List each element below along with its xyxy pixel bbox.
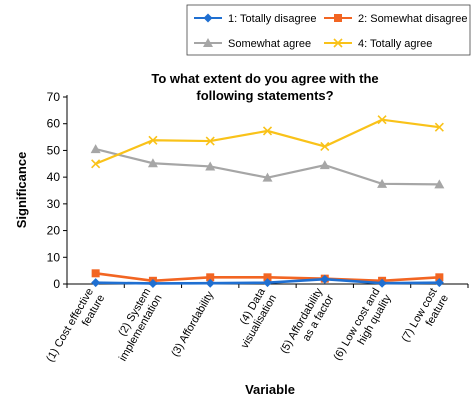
y-tick-label: 50 <box>47 143 61 157</box>
data-point <box>91 278 101 288</box>
chart-title: To what extent do you agree with the foll… <box>151 71 378 103</box>
series-1-totally-disagree <box>91 274 444 288</box>
svg-text:(3) Affordability: (3) Affordability <box>169 289 216 359</box>
x-axis-title: Variable <box>245 382 295 397</box>
data-point <box>148 135 158 145</box>
y-tick-label: 10 <box>47 250 61 264</box>
data-point <box>147 158 158 168</box>
series-somewhat-agree <box>90 144 445 189</box>
legend-item: 4: Totally agree <box>324 38 432 50</box>
data-point <box>434 122 444 132</box>
legend-marker <box>203 13 213 23</box>
y-tick-label: 30 <box>47 197 61 211</box>
svg-text:(5) Affordabilityas a factor: (5) Affordabilityas a factor <box>278 286 336 362</box>
legend-item: 1: Totally disagree <box>194 13 316 25</box>
series-group <box>90 115 445 288</box>
data-point <box>205 136 215 146</box>
y-tick-label: 0 <box>53 277 60 291</box>
chart-title-line: following statements? <box>196 88 333 103</box>
y-axis: 0 10 20 30 40 50 60 70 <box>47 90 68 291</box>
data-point <box>263 278 272 288</box>
x-tick-label: (3) Affordability <box>169 289 216 359</box>
x-axis: (1) Cost effectivefeature (2) Systemimple… <box>44 283 469 370</box>
legend-marker <box>203 38 213 47</box>
svg-text:(4) Datavisualisation: (4) Datavisualisation <box>228 285 280 350</box>
x-tick-label: (1) Cost effectivefeature <box>44 286 107 370</box>
svg-text:(7) Low costfeature: (7) Low costfeature <box>399 286 451 350</box>
legend-label: 1: Totally disagree <box>228 13 316 25</box>
data-point <box>377 178 388 188</box>
svg-text:(2) Systemimplementation: (2) Systemimplementation <box>106 286 165 363</box>
y-axis-title: Significance <box>14 152 29 229</box>
data-point <box>205 161 216 171</box>
y-tick-label: 70 <box>47 90 61 104</box>
x-tick-label: (7) Low costfeature <box>399 286 451 350</box>
legend-marker <box>333 38 343 48</box>
data-point <box>377 278 387 288</box>
series-line <box>95 118 440 165</box>
data-point <box>263 273 272 282</box>
chart-title-line: To what extent do you agree with the <box>151 71 378 86</box>
x-tick-label: (5) Affordabilityas a factor <box>278 286 336 362</box>
data-point <box>148 278 158 288</box>
data-point <box>205 278 215 288</box>
data-point <box>206 273 215 282</box>
y-tick-label: 20 <box>47 224 61 238</box>
data-point <box>320 141 330 151</box>
y-tick-label: 40 <box>47 170 61 184</box>
svg-text:(6) Low cost andhigh quality: (6) Low cost andhigh quality <box>331 286 394 369</box>
data-point <box>434 179 445 189</box>
data-point <box>434 278 444 288</box>
x-tick-label: (6) Low cost andhigh quality <box>331 286 394 369</box>
x-tick-label: (4) Datavisualisation <box>228 285 280 350</box>
data-point <box>377 115 387 125</box>
legend-item: 2: Somewhat disagree <box>324 13 467 25</box>
legend-label: 4: Totally agree <box>358 38 432 50</box>
legend-box <box>186 4 471 56</box>
data-point <box>320 274 330 284</box>
series-4-totally-agree <box>91 115 444 169</box>
data-point <box>91 159 101 169</box>
x-tick-label: (2) Systemimplementation <box>106 286 165 363</box>
data-point <box>91 269 100 278</box>
y-tick-label: 60 <box>47 117 61 131</box>
legend-item: Somewhat agree <box>194 38 311 50</box>
svg-text:(1) Cost effectivefeature: (1) Cost effectivefeature <box>44 286 107 370</box>
data-point <box>90 144 101 154</box>
legend-label: 2: Somewhat disagree <box>358 13 467 25</box>
data-point <box>262 172 273 182</box>
legend: 1: Totally disagree 2: Somewhat disagree S… <box>186 4 471 56</box>
data-point <box>262 126 273 136</box>
data-point <box>435 273 444 282</box>
data-point <box>319 160 330 170</box>
legend-label: Somewhat agree <box>228 38 311 50</box>
legend-marker <box>334 14 342 22</box>
